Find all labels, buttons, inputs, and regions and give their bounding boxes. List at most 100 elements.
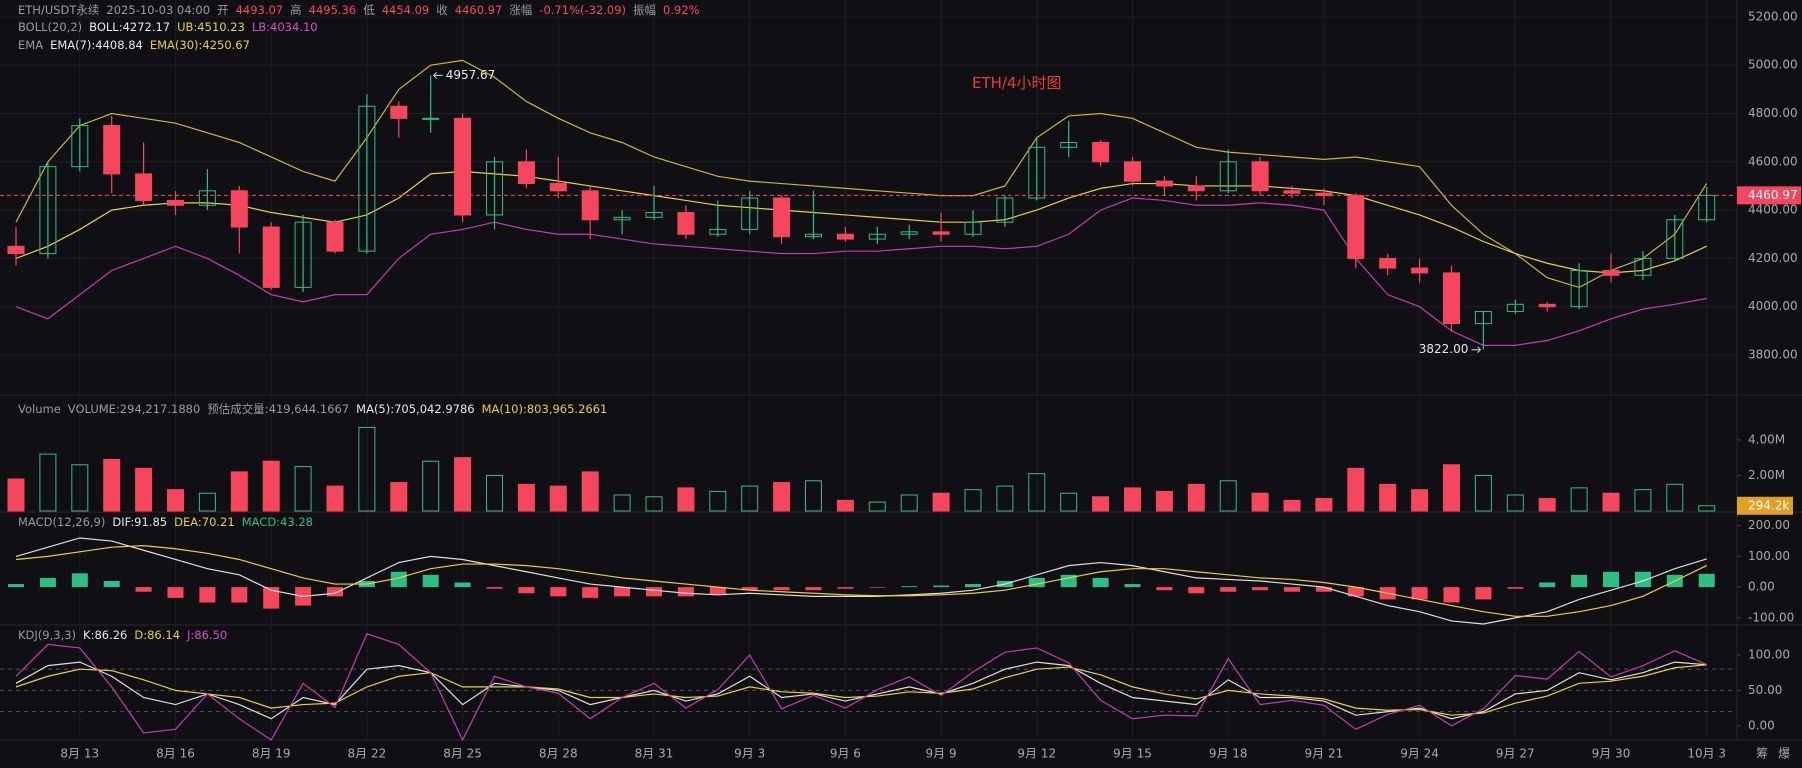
volume-bar <box>1028 473 1046 512</box>
x-tick-label: 9月 21 <box>1305 747 1344 761</box>
macd-bar <box>901 586 918 588</box>
volume-bar <box>1666 483 1684 512</box>
candle-body <box>198 190 216 206</box>
candle-body <box>390 105 408 119</box>
macd-bar <box>486 587 503 589</box>
indicator-line <box>15 661 1707 720</box>
y-tick-label: 4600.00 <box>1748 154 1798 168</box>
volume-bar <box>262 460 280 512</box>
volume-bar <box>1602 492 1620 512</box>
candle-body <box>1698 194 1716 221</box>
volume-bar <box>1698 505 1716 512</box>
x-tick-label: 9月 18 <box>1209 747 1248 761</box>
y-tick-label: 3800.00 <box>1748 348 1798 362</box>
arrow <box>1471 346 1482 354</box>
indicator-name[interactable]: KDJ(9,3,3) <box>18 628 77 642</box>
volume-bar <box>422 460 440 512</box>
macd-bar <box>518 587 535 594</box>
indicator-name[interactable]: MACD(12,26,9) <box>18 515 106 529</box>
indicator-name[interactable]: EMA <box>18 38 44 52</box>
volume-bar <box>1379 483 1397 512</box>
volume-bar <box>517 483 535 512</box>
candle-body <box>326 221 344 252</box>
label: 低 <box>363 3 375 17</box>
y-tick-label: -100.00 <box>1748 610 1794 624</box>
volume-bar <box>773 482 791 512</box>
volume-bar <box>230 471 248 512</box>
corner-button: 爆 <box>1778 747 1790 761</box>
candle-body <box>1506 303 1524 313</box>
volume-bar <box>1474 474 1492 512</box>
macd-bar <box>1252 587 1269 591</box>
x-tick-label: 9月 6 <box>830 747 861 761</box>
macd-bar <box>39 577 56 588</box>
volume-bar <box>39 453 57 512</box>
macd-bar <box>327 587 343 597</box>
candle-body <box>262 226 280 288</box>
value: VOLUME:294,217.1880 <box>67 402 201 416</box>
y-tick-label: 50.00 <box>1748 683 1782 697</box>
label: 收 <box>436 3 448 17</box>
macd-bar <box>263 587 280 609</box>
value: 0.92% <box>663 3 700 17</box>
value: 4495.36 <box>308 3 357 17</box>
candle-body <box>1443 272 1460 325</box>
candle-body <box>1634 257 1652 276</box>
candle-body <box>39 166 57 255</box>
volume-bar <box>1315 498 1333 512</box>
volume-bar <box>709 490 727 512</box>
volume-bar <box>677 487 695 512</box>
x-tick-label: 10月 3 <box>1687 747 1726 761</box>
macd-bar <box>1028 577 1045 588</box>
indicator-line <box>15 537 1707 625</box>
volume-bar <box>294 466 312 512</box>
candle-body <box>1538 303 1556 308</box>
macd-bar <box>1060 574 1077 588</box>
y-tick-label: 4400.00 <box>1748 203 1798 217</box>
indicator-name[interactable]: Volume <box>18 402 61 416</box>
x-tick-label: 8月 16 <box>156 747 195 761</box>
y-tick-label: 4200.00 <box>1748 251 1798 265</box>
value: DEA:70.21 <box>174 515 235 529</box>
y-tick-label: 100.00 <box>1748 549 1790 563</box>
candle-body <box>1602 269 1620 276</box>
kdj-header: KDJ(9,3,3) K:86.26 D:86.14 J:86.50 <box>18 628 234 642</box>
value: MA(10):803,965.2661 <box>481 402 608 416</box>
x-tick-label: 9月 15 <box>1113 747 1152 761</box>
volume-header: Volume VOLUME:294,217.1880 预估成交量:419,644.1… <box>18 401 614 417</box>
macd-bar <box>1634 571 1651 588</box>
macd-bar <box>614 587 631 597</box>
x-tick-label: 9月 9 <box>926 747 957 761</box>
volume-bar <box>1155 490 1173 512</box>
volume-bar <box>1347 467 1365 512</box>
candle-body <box>645 212 663 218</box>
volume-tag <box>1737 496 1793 515</box>
indicator-name[interactable]: BOLL(20,2) <box>18 20 83 34</box>
candle-body <box>996 197 1014 223</box>
corner-button: 筹 <box>1756 747 1768 761</box>
volume-bar <box>1092 496 1110 512</box>
value: BOLL:4272.17 <box>89 20 171 34</box>
candle-body <box>1347 195 1365 259</box>
candle-body <box>1283 190 1301 194</box>
arrow <box>432 72 443 79</box>
indicator-line <box>15 633 1707 742</box>
volume-bar <box>1187 483 1205 512</box>
macd-bar <box>199 587 216 603</box>
volume-bar <box>1634 489 1652 512</box>
volume-bar <box>1219 480 1237 512</box>
volume-bar <box>7 478 25 512</box>
symbol[interactable]: ETH/USDT永续 <box>18 3 100 17</box>
candle-body <box>486 161 503 216</box>
candle-body <box>836 233 854 240</box>
y-tick-label: 200.00 <box>1748 518 1790 532</box>
y-tick-label: 4800.00 <box>1748 106 1798 120</box>
volume-bar <box>741 485 759 512</box>
candle-body <box>932 231 950 235</box>
macd-bar <box>933 585 950 588</box>
value: DIF:91.85 <box>112 515 168 529</box>
candle-body <box>1219 161 1237 192</box>
x-tick-label: 8月 28 <box>539 747 578 761</box>
volume-bar <box>1124 487 1141 512</box>
label: 高 <box>290 3 302 17</box>
